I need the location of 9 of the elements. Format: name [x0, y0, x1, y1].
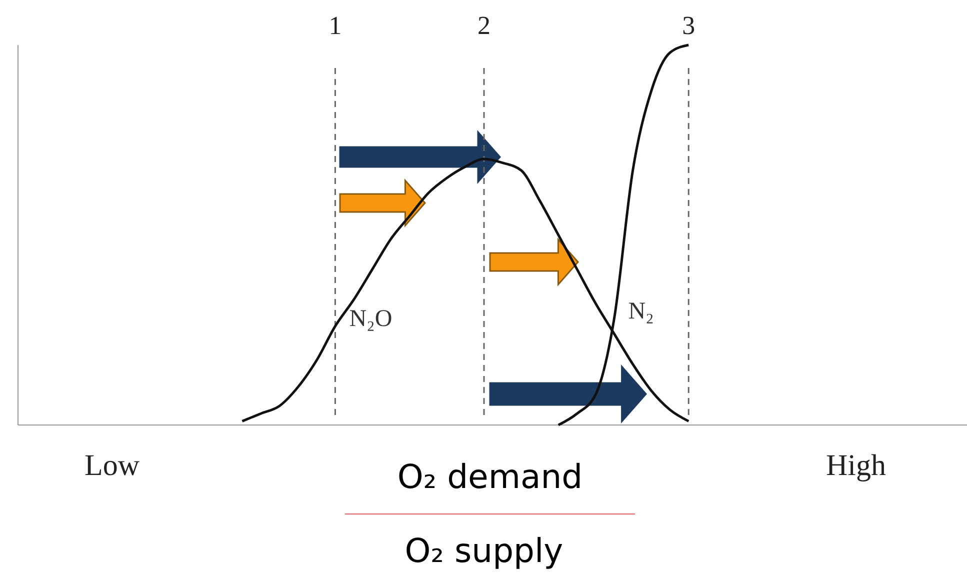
series-label: N₂O: [349, 306, 392, 332]
x-tick-label: Low: [84, 449, 140, 482]
x-axis-title: O₂ demand: [397, 457, 583, 496]
x-tick-label: High: [826, 449, 886, 482]
x-tick-label: 1: [328, 11, 342, 40]
series-label: N₂: [628, 298, 654, 325]
x-tick-label: 2: [478, 11, 490, 40]
x-tick-label: 3: [682, 11, 696, 40]
text: O₂ supply: [404, 531, 564, 570]
